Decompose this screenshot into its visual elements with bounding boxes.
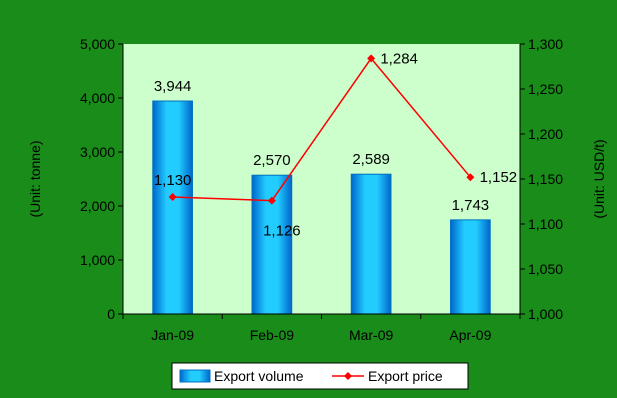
y-left-tick-label: 2,000 bbox=[80, 198, 115, 214]
line-series bbox=[168, 54, 475, 205]
y-right-tick-label: 1,150 bbox=[528, 171, 563, 187]
bar-data-label: 2,589 bbox=[352, 151, 390, 168]
bar-series bbox=[152, 100, 491, 315]
y-right-tick-label: 1,300 bbox=[528, 36, 563, 52]
legend-label-export-volume: Export volume bbox=[214, 368, 304, 384]
y-right-tick-label: 1,100 bbox=[528, 216, 563, 232]
line-data-label: 1,130 bbox=[154, 172, 192, 189]
line-data-label: 1,284 bbox=[380, 50, 418, 67]
x-tick-label: Apr-09 bbox=[449, 327, 491, 343]
x-tick-label: Jan-09 bbox=[151, 327, 194, 343]
y-right-tick-label: 1,200 bbox=[528, 126, 563, 142]
legend-marker-export-price bbox=[344, 372, 352, 380]
legend-label-export-price: Export price bbox=[368, 368, 443, 384]
bar-data-label: 2,570 bbox=[253, 152, 291, 169]
y-right-tick-label: 1,250 bbox=[528, 81, 563, 97]
y-axis-left-title: (Unit: tonne) bbox=[27, 140, 43, 217]
bar-export-volume bbox=[450, 219, 491, 315]
x-tick-label: Mar-09 bbox=[349, 327, 394, 343]
y-left-tick-label: 1,000 bbox=[80, 252, 115, 268]
y-left-tick-label: 5,000 bbox=[80, 36, 115, 52]
line-marker-export-price bbox=[466, 173, 475, 182]
line-data-label: 1,152 bbox=[480, 169, 518, 186]
y-left-tick-label: 3,000 bbox=[80, 144, 115, 160]
bar-export-volume bbox=[251, 174, 293, 315]
y-left-tick-label: 0 bbox=[107, 306, 115, 322]
bar-data-label: 1,743 bbox=[452, 197, 490, 214]
y-axis-right-title: (Unit: USD/t) bbox=[591, 139, 607, 218]
bar-data-label: 3,944 bbox=[154, 78, 192, 95]
line-marker-export-price bbox=[267, 196, 276, 205]
line-data-label: 1,126 bbox=[263, 223, 301, 240]
data-labels: 3,944 2,570 2,589 1,743 1,130 1,126 1,284 1,152 bbox=[154, 50, 517, 239]
y-left-tick-label: 4,000 bbox=[80, 90, 115, 106]
legend-box bbox=[171, 362, 469, 390]
x-tick-label: Feb-09 bbox=[250, 327, 295, 343]
bar-export-volume bbox=[350, 173, 392, 315]
line-export-price bbox=[172, 57, 471, 202]
legend-swatch-export-volume bbox=[179, 369, 211, 383]
axes: 0 1,000 2,000 3,000 4,000 5,000 1,000 1,050 1,10… bbox=[80, 36, 563, 343]
y-right-tick-label: 1,000 bbox=[528, 306, 563, 322]
line-marker-export-price bbox=[367, 54, 376, 63]
y-right-tick-label: 1,050 bbox=[528, 261, 563, 277]
bar-export-volume bbox=[152, 100, 193, 315]
line-marker-export-price bbox=[168, 193, 177, 201]
legend: Export volume Export price bbox=[171, 362, 469, 390]
